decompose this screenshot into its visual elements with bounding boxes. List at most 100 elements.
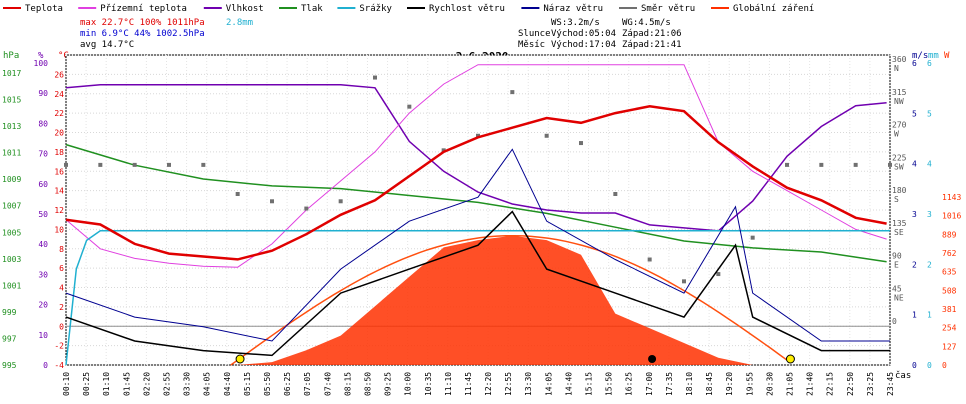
hpa-tick-7: 1009: [2, 175, 21, 184]
w-tick-5: 635: [942, 268, 957, 277]
w-tick-8: 1016: [942, 212, 961, 221]
hpa-tick-11: 1017: [2, 69, 21, 78]
x-tick-8: 04:40: [223, 372, 232, 396]
wind-dir-point-5: [235, 192, 240, 196]
dir-tick-2: 90: [892, 252, 902, 261]
x-tick-15: 08:50: [363, 372, 372, 396]
stats-precip: 2.8mm: [226, 18, 253, 28]
humidity-line: [65, 84, 887, 232]
mm-tick-0: 0: [927, 361, 932, 370]
stats-moon-label: Měsíc: [518, 40, 545, 50]
x-tick-9: 05:15: [243, 372, 252, 396]
wind-dir-point-24: [888, 162, 892, 167]
wind-dir-point-16: [613, 192, 618, 196]
x-tick-19: 11:10: [444, 372, 453, 396]
x-tick-31: 18:10: [685, 372, 694, 396]
pct-tick-5: 50: [38, 210, 48, 219]
wind-dir-point-23: [853, 162, 858, 167]
x-tick-7: 04:05: [203, 372, 212, 396]
w-tick-7: 889: [942, 230, 957, 239]
mm-tick-1: 1: [927, 311, 932, 320]
stats-ws: WS:3.2m/s: [551, 18, 600, 28]
dir-tick-0: 0: [892, 317, 897, 326]
precip-line: [65, 230, 890, 366]
wind-speed-line: [65, 210, 890, 357]
wind-dir-point-2: [132, 162, 137, 167]
legend-label-0: Teplota: [25, 4, 63, 14]
dir-tick-4: 180: [892, 186, 907, 195]
c-unit: °C: [58, 51, 69, 61]
axis-ticks: 9959979991001100310051007100910111013101…: [2, 55, 961, 370]
wind-dir-point-10: [407, 104, 412, 109]
wind-dir-point-6: [270, 199, 274, 204]
x-tick-24: 14:05: [544, 372, 553, 396]
stats-wg: WG:4.5m/s: [622, 18, 671, 28]
dir-tick-name-2: E: [894, 261, 899, 270]
pct-tick-10: 100: [34, 59, 49, 68]
wind-dir-point-11: [441, 148, 446, 153]
hpa-tick-10: 1015: [2, 96, 21, 105]
wind-dir-point-3: [167, 162, 171, 167]
x-tick-4: 02:20: [142, 372, 151, 396]
x-tick-13: 07:40: [323, 372, 332, 396]
x-tick-41: 23:45: [886, 372, 895, 396]
stats-avg: avg 14.7°C: [80, 40, 134, 50]
wind-dir-point-1: [98, 162, 103, 167]
x-tick-23: 13:30: [524, 372, 533, 396]
x-tick-38: 22:15: [826, 372, 835, 396]
hpa-tick-5: 1005: [2, 228, 21, 237]
x-tick-10: 05:50: [263, 372, 272, 396]
x-tick-18: 10:35: [424, 372, 433, 396]
ms-unit: m/s: [912, 51, 928, 61]
x-tick-29: 17:00: [645, 372, 654, 396]
c-tick-2: 0: [59, 322, 64, 331]
mm-tick-3: 3: [927, 210, 932, 219]
c-tick-14: 24: [54, 90, 64, 99]
wind-dir-point-8: [338, 199, 343, 204]
c-tick-10: 16: [54, 167, 64, 176]
wind-dir-point-13: [510, 90, 515, 95]
x-tick-0: 00:10: [62, 372, 71, 396]
hpa-tick-4: 1003: [2, 255, 21, 264]
hpa-tick-8: 1011: [2, 149, 21, 158]
mm-unit: mm: [928, 51, 939, 61]
wind-dir-point-22: [819, 162, 824, 167]
x-tick-17: 10:00: [404, 372, 413, 396]
wind-dir-point-17: [647, 257, 652, 262]
x-tick-27: 15:50: [605, 372, 614, 396]
mm-tick-5: 5: [927, 109, 932, 118]
c-tick-1: -2: [54, 342, 64, 351]
c-tick-12: 20: [54, 129, 64, 138]
hpa-tick-2: 999: [2, 308, 17, 317]
w-tick-9: 1143: [942, 193, 961, 202]
dir-tick-7: 315: [892, 88, 907, 97]
x-tick-2: 01:10: [102, 372, 111, 396]
w-tick-0: 0: [942, 361, 947, 370]
pct-tick-9: 90: [38, 89, 48, 98]
pct-tick-2: 20: [38, 301, 48, 310]
legend-label-3: Tlak: [301, 4, 323, 14]
x-tick-12: 07:05: [303, 372, 312, 396]
x-tick-14: 08:15: [343, 372, 352, 396]
w-unit: W: [944, 51, 950, 61]
legend-label-8: Globální záření: [733, 4, 814, 14]
ms-tick-4: 4: [912, 160, 917, 169]
ms-tick-6: 6: [912, 59, 917, 68]
sunset-marker: [785, 354, 795, 364]
ms-tick-2: 2: [912, 260, 917, 269]
ms-tick-0: 0: [912, 361, 917, 370]
x-tick-6: 03:30: [183, 372, 192, 396]
x-tick-1: 00:25: [82, 372, 91, 396]
gust-line: [65, 148, 890, 342]
x-tick-25: 14:40: [564, 372, 573, 396]
c-tick-11: 18: [54, 148, 64, 157]
w-tick-4: 508: [942, 286, 957, 295]
ground-temp-line: [65, 64, 887, 268]
radiation-fill: [66, 235, 890, 365]
dir-tick-name-4: S: [894, 195, 899, 204]
stats-moon-rise: Východ:17:04: [551, 40, 616, 50]
hpa-unit: hPa: [3, 51, 19, 61]
dir-tick-name-1: NE: [894, 293, 904, 302]
c-tick-4: 4: [59, 284, 64, 293]
